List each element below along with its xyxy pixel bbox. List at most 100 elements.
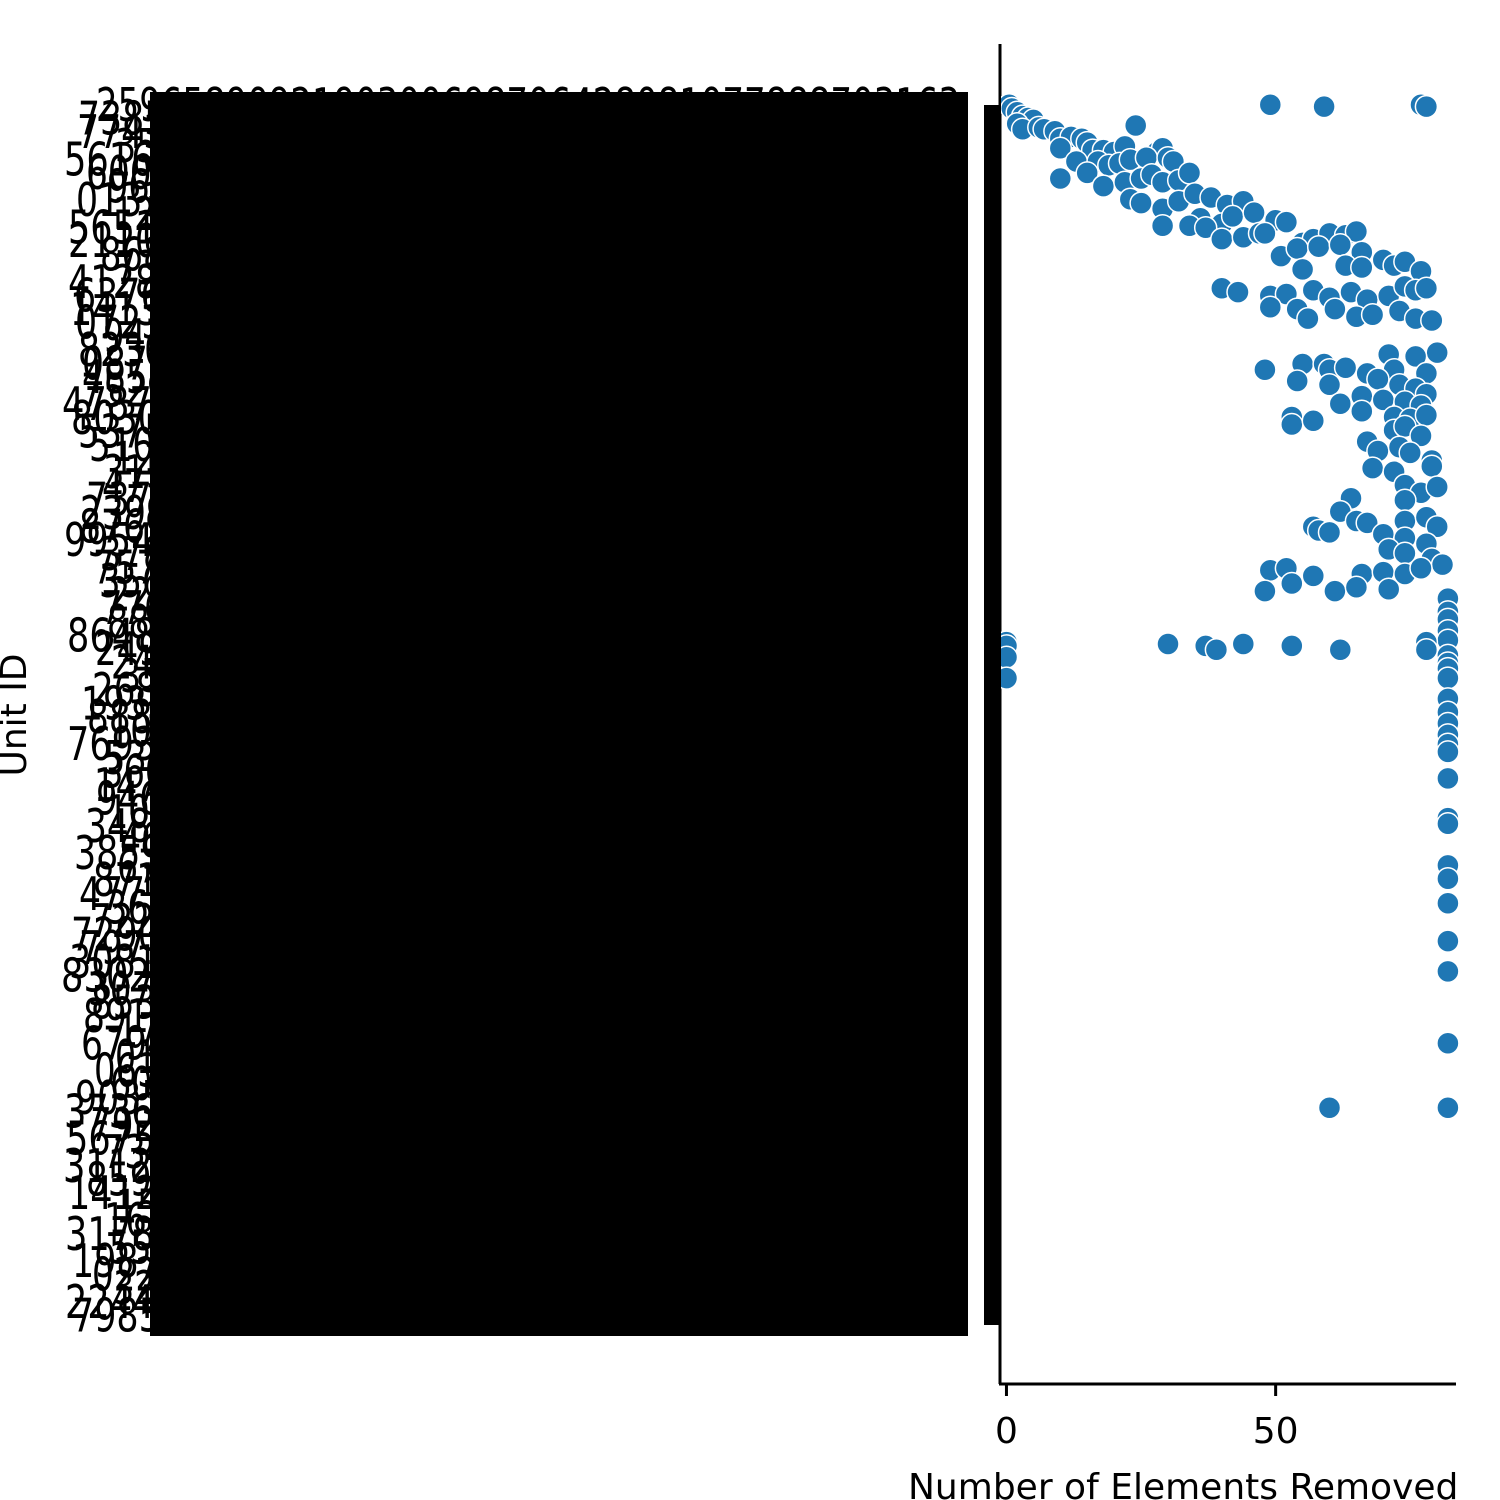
y-tick-label-glyphs: 1625484076922892178903510995735570772810: [104, 1193, 960, 1247]
scatter-point: [1317, 1095, 1342, 1120]
y-tick-label-glyphs: 7529554479272678442492287124690943432845: [81, 364, 960, 418]
scatter-point: [1436, 891, 1460, 916]
y-tick-label-glyphs: 4657106594409006493494766187473219521723: [120, 812, 960, 866]
y-tick-label-glyphs: 3615442953739332294376815590481754310587: [106, 880, 960, 934]
y-tick-label-glyphs: 8530309610679343273377798189188834439137: [91, 976, 960, 1030]
scatter-point: [1414, 637, 1439, 662]
x-tick-label: 50: [1253, 1411, 1299, 1452]
y-tick-label-glyphs: 6723833583381374444974517632263110426260: [117, 840, 960, 894]
y-tick-label-glyphs: 3178005542232794516976632623150045385360: [65, 1207, 960, 1261]
y-tick-label-glyphs: 8686419431279567285402536930302017115169: [100, 228, 960, 282]
y-tick-label-glyphs: 8594427686330149023692260698157080526834: [86, 1152, 960, 1206]
scatter-point: [1350, 255, 1374, 280]
scatter-point: [1360, 303, 1385, 327]
scatter-point: [1403, 344, 1428, 369]
scatter-point: [1150, 214, 1175, 238]
y-tick-label-glyphs: 2596589092190300698706428081077888703163: [96, 78, 960, 132]
scatter-point: [1414, 276, 1439, 301]
scatter-point: [1436, 959, 1460, 984]
y-tick-label-glyphs: 9430048699959291885872386396116417318713: [103, 309, 960, 363]
scatter-point: [1425, 475, 1449, 499]
scatter-point: [1317, 520, 1342, 545]
y-tick-label-glyphs: 9668394899850706090880415032477938551550: [107, 160, 960, 214]
y-tick-label-glyphs: 3112529145715800666760091334762517533447: [63, 1139, 960, 1193]
y-tick-label-glyphs: 7366667000329298361397565323904709774064: [115, 241, 960, 295]
scatter-point: [1436, 812, 1460, 836]
y-tick-label-glyphs: 7743522825086418224730419255879224375975: [77, 105, 960, 159]
y-tick-label-glyphs: 2110051409131970481199476866371399213563: [68, 214, 960, 268]
y-tick-label-glyphs: 4770783391977194527807803057824449057927: [102, 459, 960, 513]
scatter-point: [1366, 367, 1390, 391]
scatter-point: [1398, 441, 1422, 465]
y-tick-label-glyphs: 6794719290274060154359462182449396225486: [81, 1016, 960, 1070]
y-tick-label-glyphs: 7971368568968893888080301521336735487408: [79, 921, 960, 975]
y-tick-label-glyphs: 3242039410073303906910293424929160399863: [113, 1261, 960, 1315]
y-tick-label-glyphs: 8712099225717329586065058651616978453985: [93, 853, 960, 907]
y-tick-label-glyphs: 7385245428637535205542407218669243662160: [78, 92, 960, 146]
scatter-point: [1048, 166, 1073, 191]
y-tick-label-glyphs: 0173210210437214221338524607062784455597: [115, 1030, 960, 1084]
y-tick-label-glyphs: 7370607628998812774276650662078452992866: [86, 472, 960, 526]
y-tick-label-glyphs: 3859010888710733532122452036024263344915: [74, 826, 960, 880]
y-tick-label-glyphs: 1062943845078613699849423159646476388963: [107, 785, 960, 839]
y-tick-label-glyphs: 7290968489766066078096710855082215381353: [71, 908, 960, 962]
y-tick-label-glyphs: 5616750844871830207750484121553618191206: [64, 132, 960, 186]
scatter-point: [1177, 161, 1202, 185]
scatter-point: [1323, 579, 1347, 603]
y-tick-label-glyphs: 3081076262114308830503826272336321692381: [69, 935, 960, 989]
scatter-point: [1290, 257, 1315, 282]
y-tick-label-glyphs: 4853378091957746816175742046317759984425: [82, 350, 960, 404]
y-tick-label-glyphs: 0222344313026933154024709969031059215092: [92, 1248, 960, 1302]
y-tick-label-glyphs: 1935639799475775497465377616574054485602: [81, 676, 960, 730]
x-tick-label: 0: [995, 1411, 1018, 1452]
scatter-point: [1328, 637, 1353, 662]
y-tick-label-glyphs: 8881105202407461670776816461536917647782: [87, 690, 960, 744]
scatter-point: [1075, 161, 1099, 185]
y-tick-label-glyphs: 2399932049459623175421707032569731287509: [80, 486, 960, 540]
scatter-point: [1156, 632, 1180, 656]
scatter-point: [1123, 113, 1148, 138]
y-tick-label-glyphs: 4787414780613384571159223766411113500018: [62, 377, 960, 431]
y-tick-label-glyphs: 1240572024624284207342893368412567273065: [113, 432, 960, 486]
scatter-point: [1425, 340, 1449, 365]
y-tick-label-glyphs: 8801656442118700974666488854473468204230: [107, 595, 960, 649]
scatter-point: [1220, 204, 1245, 229]
scatter-point: [1253, 357, 1277, 382]
y-tick-label-glyphs: 2681374510137388796810794281814254387752: [92, 663, 960, 717]
y-tick-label-glyphs: 1736432696541916314224521650081238271280: [117, 1003, 960, 1057]
scatter-point: [1312, 94, 1336, 119]
y-axis-label: Unit ID: [0, 653, 35, 776]
y-tick-label-glyphs: 3566146555345419196923598907667866644029: [99, 554, 960, 608]
scatter-point: [1274, 210, 1299, 234]
scatter-point: [1328, 391, 1353, 416]
y-tick-label-glyphs: 1987481069494496410808260612320099309584: [72, 1234, 960, 1288]
scatter-point: [1436, 740, 1460, 764]
scatter-points: [1001, 92, 1460, 1120]
scatter-point: [1242, 200, 1266, 225]
scatter-point: [1317, 373, 1342, 397]
y-tick-label-glyphs: 8030127951657934788167877396695814059786: [71, 391, 960, 445]
y-tick-label-glyphs: 8917306255042620325588569343450878474158: [83, 989, 960, 1043]
y-tick-label-glyphs: 4773044108396292040131823464853439202851: [79, 867, 960, 921]
scatter-point: [1436, 1095, 1460, 1120]
scatter-point: [1436, 666, 1460, 690]
y-tick-label-glyphs: 4128921207563504530741343133786439117560: [68, 255, 960, 309]
y-tick-label-glyphs: 6002570674849439899379687239066142724924: [110, 1057, 960, 1111]
y-tick-label-glyphs: 8769677137234695703156366603503870356238: [79, 500, 960, 554]
scatter-point: [1420, 308, 1444, 333]
y-tick-label-glyphs: 1020769865874567140277791407262698052661: [109, 704, 960, 758]
scatter-point: [1285, 369, 1309, 393]
y-tick-label-glyphs: 3603374340262292528310155274476571859962: [102, 744, 960, 798]
scatter-point: [1328, 233, 1353, 257]
scatter-point: [1425, 514, 1449, 539]
y-tick-label-glyphs: 1412033316793301882006587956232943382799: [68, 1166, 960, 1220]
scatter-point: [1436, 1031, 1460, 1056]
scatter-point: [1355, 511, 1379, 535]
y-tick-label-glyphs: 5328378644527421085846990246266130186171: [104, 731, 960, 785]
scatter-point: [1414, 94, 1439, 119]
y-tick-label-glyphs: 2487345355996523256229518881267616244896: [111, 636, 960, 690]
y-tick-label-glyphs: 8302566814708859839675562151324789651362: [61, 948, 960, 1002]
scatter-point: [1253, 221, 1277, 246]
y-tick-label-glyphs: 9954177771097676995888967373864209337100: [64, 513, 960, 567]
y-tick-label-glyphs: 0133595599957014960177774026646220890337: [76, 173, 960, 227]
